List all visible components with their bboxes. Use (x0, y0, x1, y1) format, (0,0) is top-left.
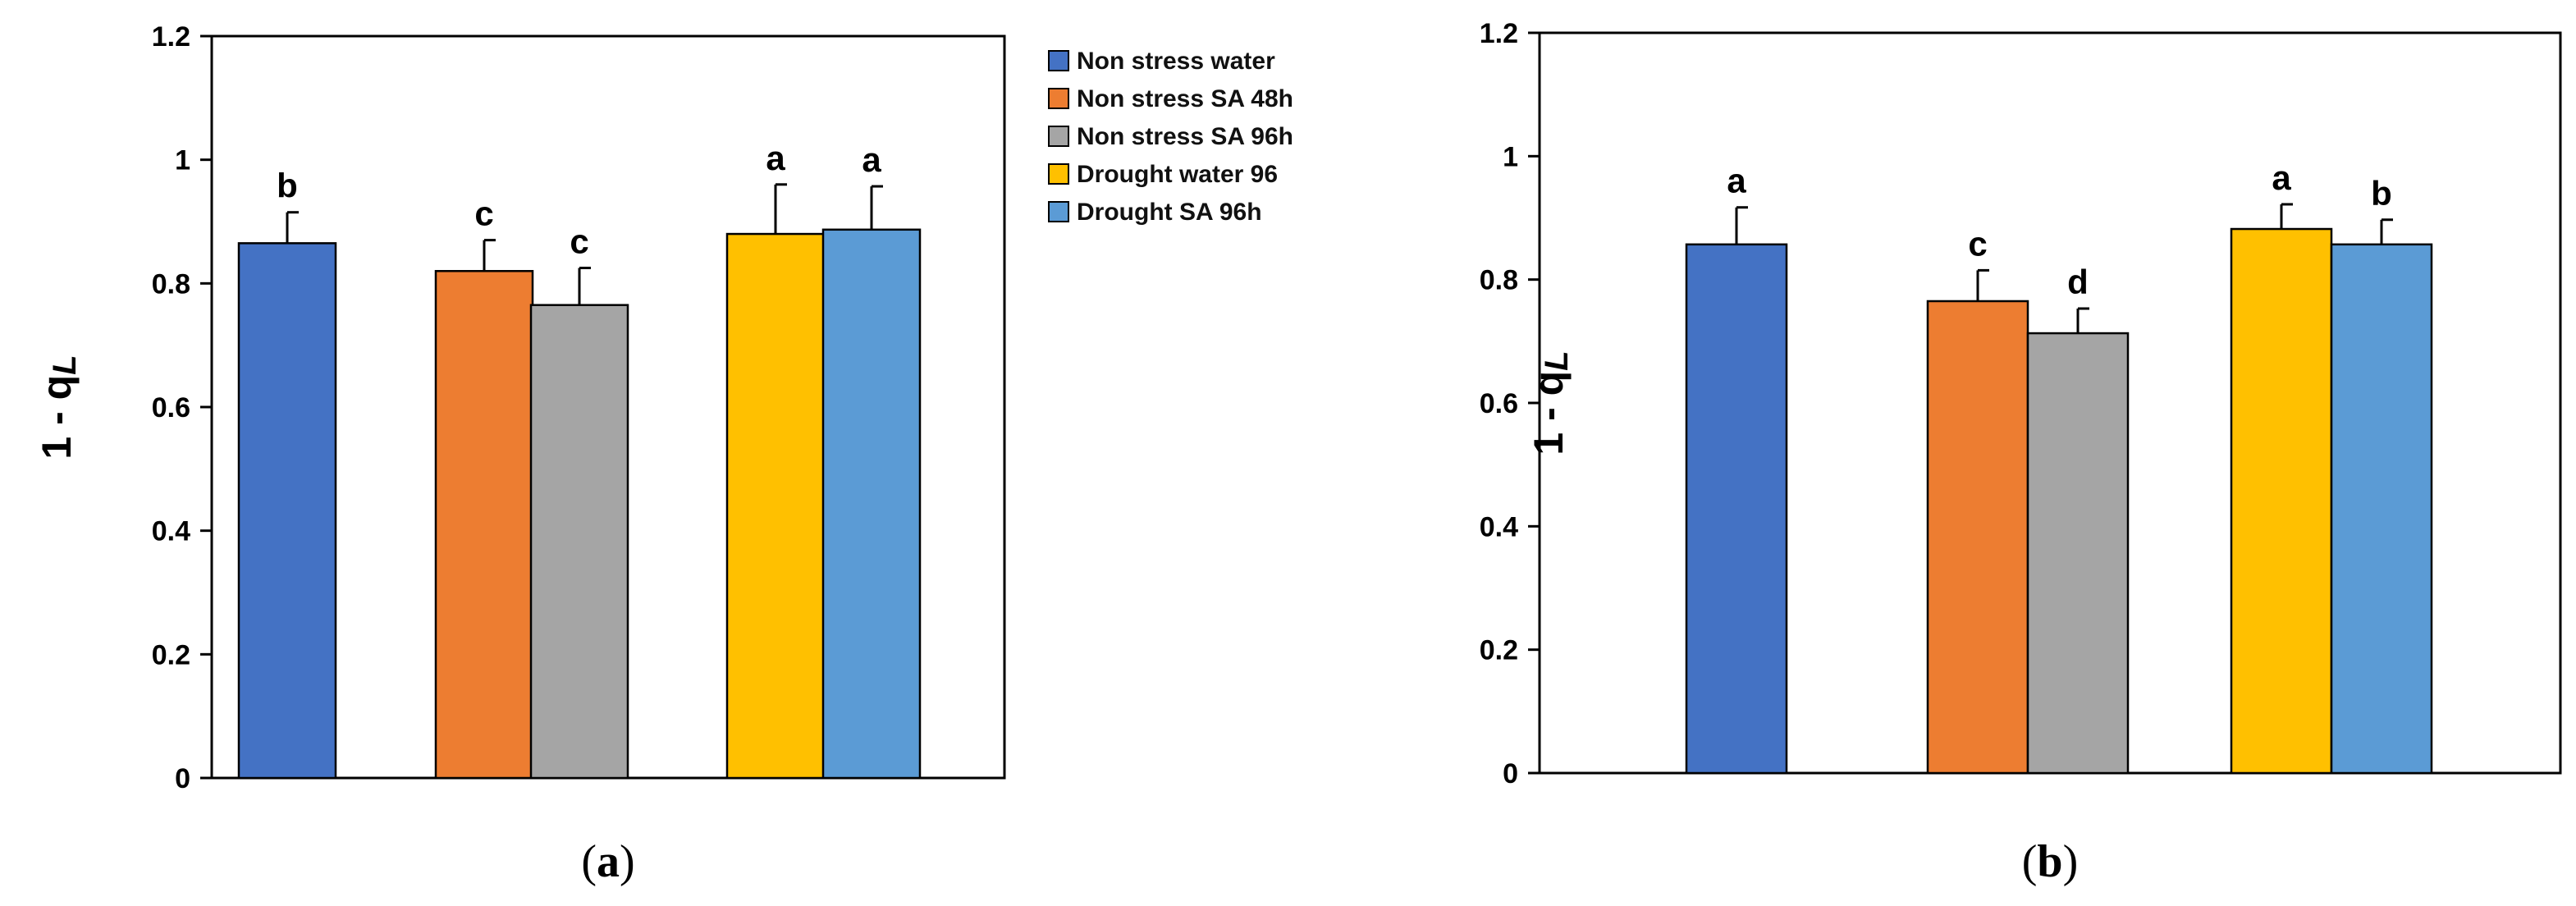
bar (2330, 243, 2433, 775)
bar (725, 232, 826, 780)
legend-entry: Non stress SA 48h (1077, 85, 1293, 112)
y-axis-a: 0 0.2 0.4 0.6 0.8 1 1.2 (152, 21, 212, 794)
significance-letter: d (2067, 263, 2089, 301)
bars-a: b c c a a (237, 139, 922, 780)
significance-letter: b (277, 167, 298, 205)
bar (2026, 332, 2130, 775)
legend-swatch (1048, 126, 1069, 147)
bar (2230, 227, 2333, 775)
y-tick-label: 0 (175, 763, 190, 794)
legend-entry: Non stress water (1077, 48, 1275, 75)
caption-b: (b) (2022, 836, 2078, 887)
bar (821, 228, 922, 780)
y-tick-label: 0.8 (1480, 265, 1518, 296)
panel-a: 0 0.2 0.4 0.6 0.8 1 1.2 b c c a a 1 - qL Non stres… (34, 21, 1401, 887)
y-tick-label: 1.2 (152, 21, 190, 53)
y-tick-label: 0.4 (1480, 511, 1518, 542)
significance-letter: a (862, 140, 881, 179)
y-tick-label: 1.2 (1480, 18, 1518, 49)
legend-swatch (1048, 50, 1069, 71)
legend-entry: Drought SA 96h (1077, 199, 1262, 226)
legend-entry: Drought water 96 (1077, 161, 1278, 188)
significance-letter: a (2272, 158, 2291, 197)
y-axis-label-a: 1 - qL (34, 355, 83, 459)
legend-box (1038, 40, 1401, 236)
legend-entry: Non stress SA 96h (1077, 123, 1293, 150)
y-tick-label: 0.2 (152, 639, 190, 670)
y-tick-label: 1 (1503, 141, 1518, 172)
legend-swatch (1048, 201, 1069, 222)
caption-a: (a) (581, 836, 634, 887)
significance-letter: c (570, 222, 588, 261)
legend-swatch (1048, 163, 1069, 185)
bars-b: a c d a b (1685, 158, 2433, 775)
significance-letter: c (1968, 224, 1987, 263)
bar (1926, 300, 2029, 775)
y-tick-label: 0.6 (1480, 388, 1518, 419)
legend-a: Non stress water Non stress SA 48h Non str… (1038, 40, 1401, 236)
y-tick-label: 0 (1503, 758, 1518, 789)
significance-letter: c (474, 194, 493, 233)
significance-letter: a (766, 139, 785, 177)
bar (1685, 243, 1788, 775)
y-tick-label: 0.4 (152, 516, 190, 547)
significance-letter: b (2371, 174, 2392, 213)
y-tick-label: 1 (175, 145, 190, 176)
y-axis-b: 0 0.2 0.4 0.6 0.8 1 1.2 (1480, 18, 1540, 789)
panel-b: 0 0.2 0.4 0.6 0.8 1 1.2 a c d a b 1 - qL (b) (1480, 18, 2562, 887)
y-tick-label: 0.6 (152, 392, 190, 423)
bar (237, 242, 337, 780)
significance-letter: a (1727, 162, 1746, 200)
bar (529, 304, 629, 780)
y-tick-label: 0.8 (152, 268, 190, 300)
y-tick-label: 0.2 (1480, 635, 1518, 666)
bar (434, 270, 534, 780)
y-axis-label-b: 1 - qL (1526, 350, 1575, 455)
legend-swatch (1048, 88, 1069, 109)
